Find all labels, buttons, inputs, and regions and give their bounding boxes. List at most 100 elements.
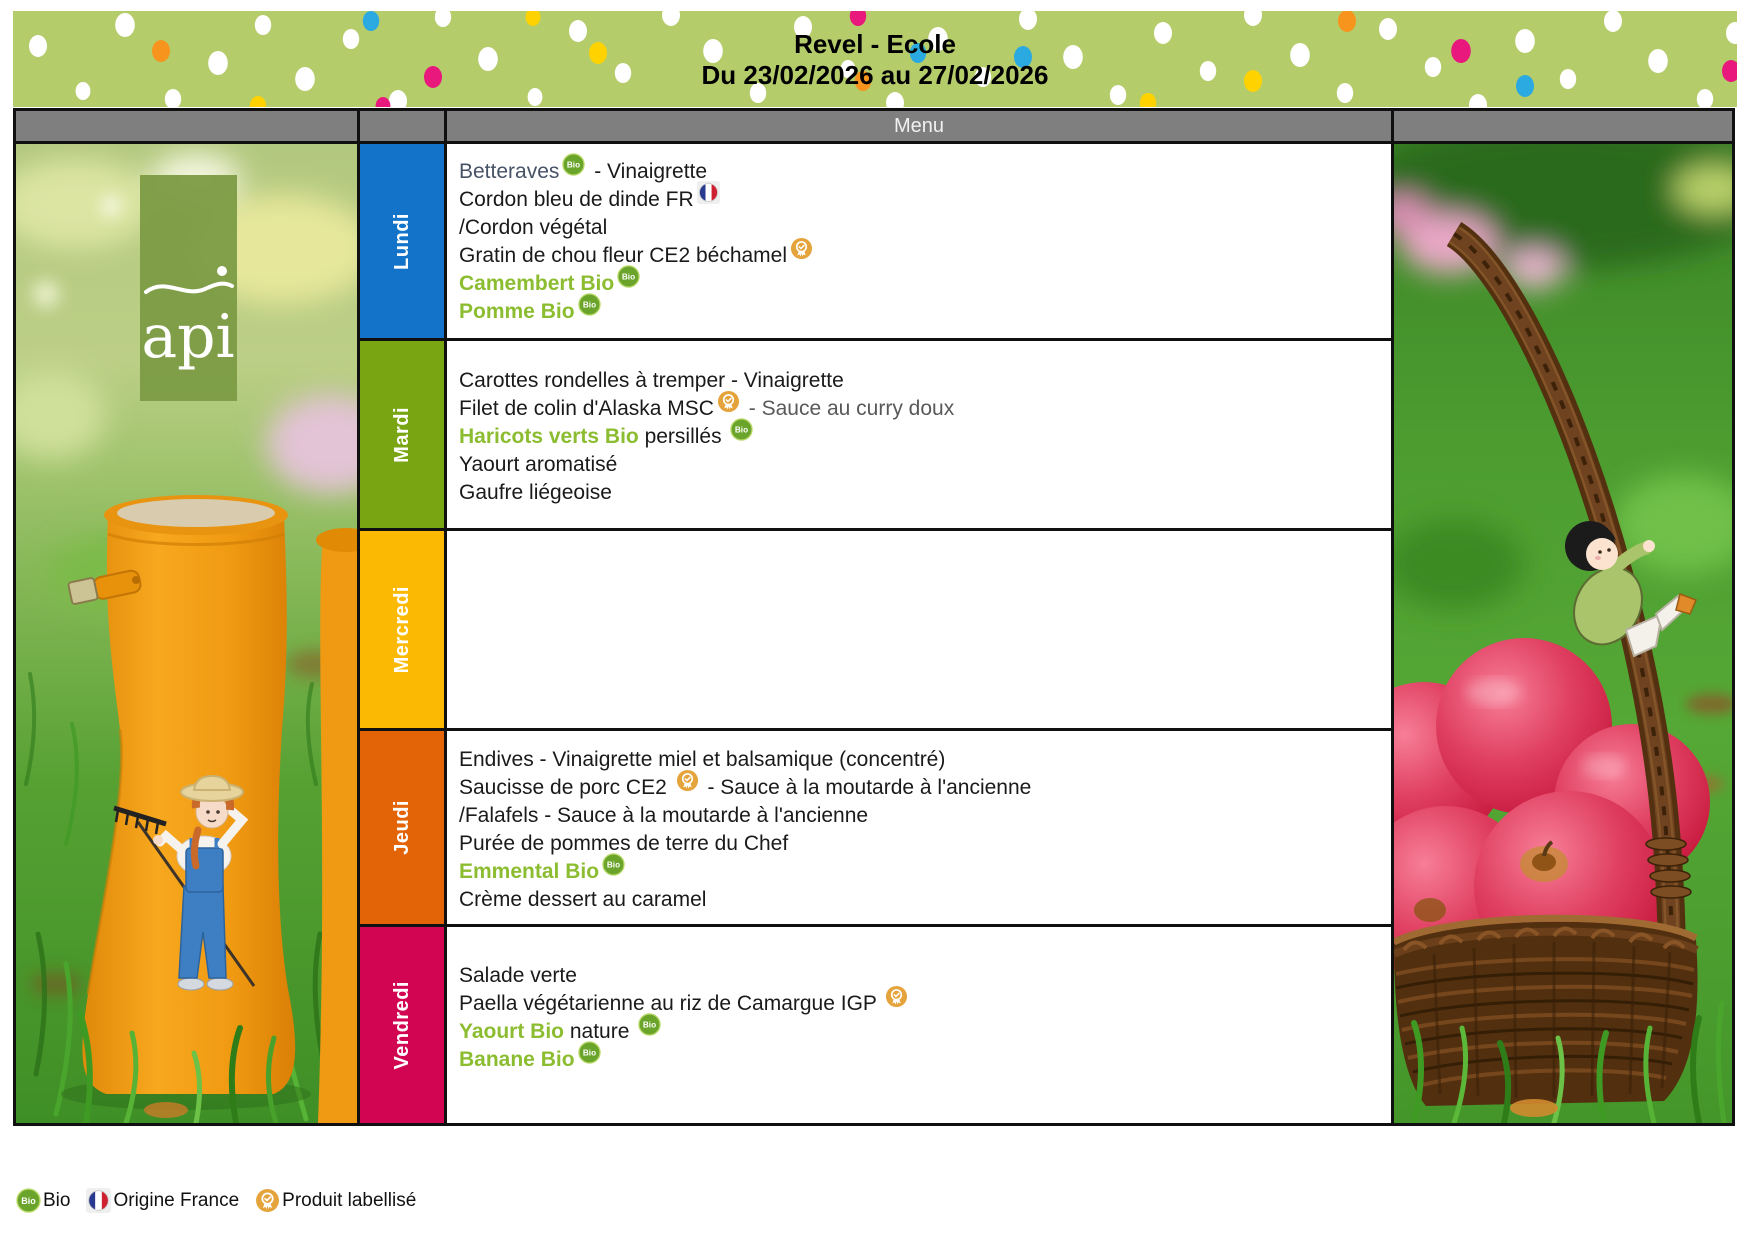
polka-dot <box>928 27 948 51</box>
menu-text: Paella végétarienne au riz de Camargue I… <box>459 992 883 1015</box>
menu-cell-mardi: Carottes rondelles à tremper - Vinaigret… <box>447 341 1391 528</box>
polka-dot <box>434 11 452 27</box>
medal-icon <box>885 985 908 1008</box>
polka-dot <box>254 15 272 35</box>
menu-text: Filet de colin d'Alaska MSC <box>459 397 714 420</box>
menu-line: Salade verte <box>459 962 1379 990</box>
svg-text:Bio: Bio <box>21 1196 36 1206</box>
menu-text: Camembert Bio <box>459 272 615 295</box>
menu-text: - Sauce à la moutarde à l'ancienne <box>701 776 1032 799</box>
menu-table: Menu <box>13 108 1735 1126</box>
medal-icon <box>717 390 740 413</box>
right-photo-art <box>1394 144 1732 1123</box>
polka-dot <box>1063 45 1083 69</box>
legend: Bio Bio Origine France Produit labellisé <box>16 1188 432 1213</box>
menu-text: Emmental Bio <box>459 860 600 883</box>
polka-dot <box>1559 69 1577 89</box>
polka-dot <box>974 67 992 87</box>
basket <box>1394 914 1699 1106</box>
medal-icon <box>790 237 813 260</box>
api-logo: api <box>140 175 237 401</box>
left-photo-art: api <box>16 144 357 1123</box>
menu-text: Saucisse de porc CE2 <box>459 776 673 799</box>
bio-icon: Bio <box>562 153 586 176</box>
polka-dot <box>1336 83 1354 103</box>
polka-dot <box>164 89 182 107</box>
polka-dot <box>1516 75 1534 97</box>
menu-line: Crème dessert au caramel <box>459 886 1379 914</box>
polka-dot <box>75 82 91 100</box>
polka-dot <box>854 71 872 91</box>
polka-dot <box>362 11 380 31</box>
polka-dot <box>1014 46 1032 68</box>
polka-dot <box>886 92 904 107</box>
polka-dot <box>1154 22 1172 44</box>
menu-line: Betteraves Bio - Vinaigrette <box>459 153 1379 186</box>
header-cell-day <box>360 111 444 141</box>
polka-dot <box>1290 43 1310 67</box>
bio-icon: Bio <box>577 1041 601 1064</box>
day-cell-vendredi: Vendredi <box>360 927 444 1123</box>
menu-text: Crème dessert au caramel <box>459 888 707 911</box>
header-band: Revel - Ecole Du 23/02/2026 au 27/02/202… <box>13 11 1737 107</box>
polka-dot <box>375 97 391 107</box>
day-cell-mardi: Mardi <box>360 341 444 528</box>
menu-line: /Cordon végétal <box>459 214 1379 242</box>
menu-text: - Vinaigrette <box>588 160 708 183</box>
polka-dot <box>569 20 587 42</box>
menu-text: Gratin de chou fleur CE2 béchamel <box>459 244 788 267</box>
menu-text: /Falafels - Sauce à la moutarde à l'anci… <box>459 804 869 827</box>
left-photo: api <box>16 144 357 1123</box>
day-label-mercredi: Mercredi <box>390 585 413 674</box>
polka-dot <box>909 43 927 63</box>
polka-dot <box>1338 11 1356 32</box>
svg-text:Bio: Bio <box>643 1021 656 1030</box>
polka-dot <box>1451 39 1471 63</box>
svg-text:Bio: Bio <box>582 301 595 310</box>
menu-line: Saucisse de porc CE2 - Sauce à la moutar… <box>459 769 1379 802</box>
header-cell-right <box>1394 111 1732 141</box>
polka-dot <box>849 11 867 26</box>
bio-icon: Bio <box>617 265 640 288</box>
polka-dot <box>1469 94 1487 107</box>
polka-dot <box>527 88 543 106</box>
polka-dot <box>1139 93 1157 107</box>
medal-icon <box>676 769 699 792</box>
menu-column-header: Menu <box>447 111 1391 141</box>
polka-dot <box>525 11 541 26</box>
menu-text: Purée de pommes de terre du Chef <box>459 832 789 855</box>
polka-dot <box>424 66 442 88</box>
bio-icon: Bio <box>16 1188 41 1213</box>
svg-text:Bio: Bio <box>622 273 635 282</box>
bio-icon: Bio <box>602 853 625 876</box>
day-cell-jeudi: Jeudi <box>360 731 444 924</box>
polka-dot <box>208 51 228 75</box>
label-medal-icon <box>255 1188 280 1213</box>
menu-line: Endives - Vinaigrette miel et balsamique… <box>459 746 1379 774</box>
menu-line: Cordon bleu de dinde FR <box>459 181 1379 214</box>
day-cell-mercredi: Mercredi <box>360 531 444 728</box>
menu-text: Yaourt aromatisé <box>459 453 618 476</box>
polka-dot <box>1515 29 1535 53</box>
menu-line: Gaufre liégeoise <box>459 479 1379 507</box>
polka-dot <box>389 90 407 107</box>
menu-line: Emmental Bio Bio <box>459 853 1379 886</box>
menu-cell-lundi: Betteraves Bio - Vinaigrette Cordon bleu d… <box>447 144 1391 338</box>
day-label-jeudi: Jeudi <box>390 800 413 855</box>
menu-text: Cordon bleu de dinde FR <box>459 188 694 211</box>
polka-dot <box>1109 85 1127 105</box>
menu-line: Carottes rondelles à tremper - Vinaigret… <box>459 367 1379 395</box>
polka-dot <box>1648 49 1668 73</box>
france-flag-icon <box>86 1188 112 1213</box>
date-range: Du 23/02/2026 au 27/02/2026 <box>701 59 1049 90</box>
right-photo <box>1394 144 1732 1123</box>
bio-icon: Bio <box>730 418 754 441</box>
polka-dot <box>589 42 607 64</box>
header-cell-left <box>16 111 357 141</box>
menu-line: /Falafels - Sauce à la moutarde à l'anci… <box>459 802 1379 830</box>
menu-cell-mercredi <box>447 531 1391 728</box>
menu-line: Yaourt aromatisé <box>459 451 1379 479</box>
menu-text: Banane Bio <box>459 1048 575 1071</box>
polka-dot <box>1199 61 1217 81</box>
